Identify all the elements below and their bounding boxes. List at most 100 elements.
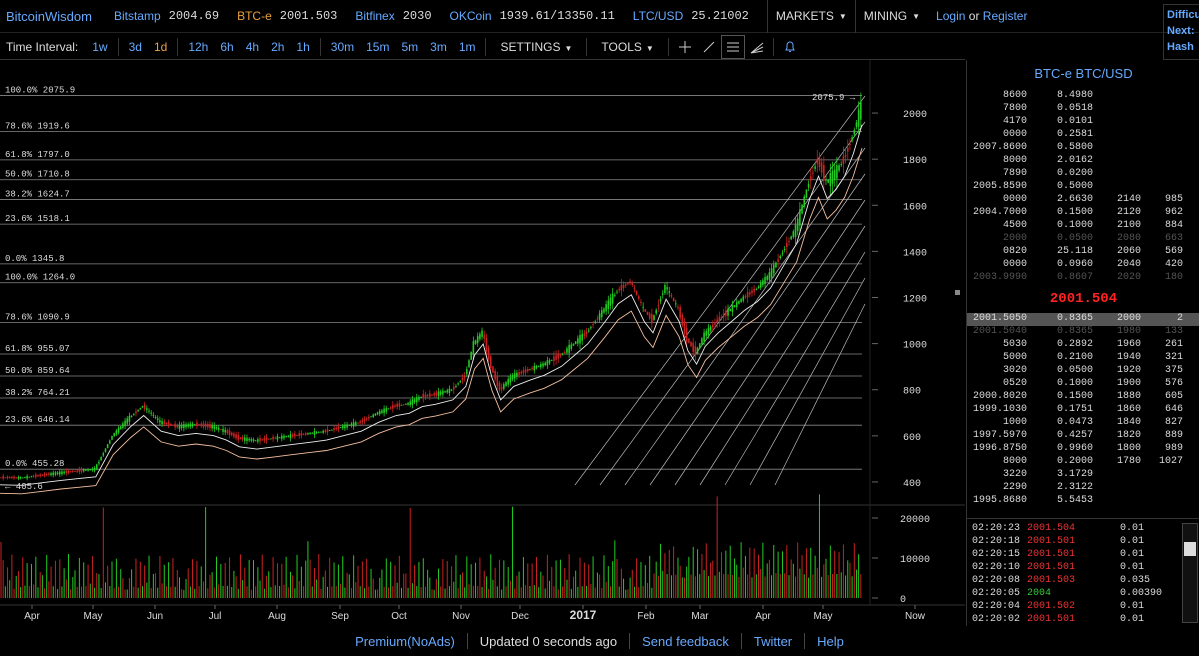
orderbook-row[interactable]: 4500 0.1000 2100 884: [967, 220, 1199, 233]
price-chart[interactable]: 100.0% 2075.9 78.6% 1919.6 61.8% 1797.0 50.…: [0, 60, 965, 626]
order-amount: 0.2892: [1057, 339, 1094, 350]
candle-body: [126, 418, 129, 424]
ticker-item[interactable]: BTC-e 2001.503: [237, 9, 337, 23]
candle-body: [505, 382, 507, 386]
interval-divider: [319, 37, 321, 56]
candle-body: [76, 470, 78, 472]
candle-body: [154, 417, 157, 419]
bell-icon[interactable]: [778, 35, 802, 59]
site-logo[interactable]: BitcoinWisdom: [6, 8, 92, 24]
candle-body: [640, 301, 642, 303]
orderbook-row[interactable]: 8000 2.0162: [967, 155, 1199, 168]
orderbook-row[interactable]: 0820 25.118 2060 569: [967, 246, 1199, 259]
candle-body: [93, 468, 96, 471]
interval-1d[interactable]: 1d: [153, 39, 168, 54]
premium-link[interactable]: Premium(NoAds): [355, 633, 455, 649]
interval-3d[interactable]: 3d: [128, 39, 142, 54]
ticker-price: 2004.69: [168, 9, 220, 23]
candle-body: [276, 436, 279, 440]
login-link[interactable]: Login: [936, 9, 966, 23]
ticker-item[interactable]: Bitfinex 2030: [355, 9, 431, 23]
line-draw-icon[interactable]: [697, 35, 721, 59]
candle-body: [132, 413, 135, 416]
register-link[interactable]: Register: [982, 9, 1028, 23]
orderbook-row[interactable]: 3220 3.1729: [967, 469, 1199, 482]
interval-5m[interactable]: 5m: [401, 39, 419, 54]
depth-amount: 889: [1164, 430, 1183, 441]
interval-1m[interactable]: 1m: [458, 39, 476, 54]
orderbook-row[interactable]: 1997.5970 0.4257 1820 889: [967, 430, 1199, 443]
interval-2h[interactable]: 2h: [271, 39, 285, 54]
orderbook-row[interactable]: 2001.5050 0.8365 2000 2: [967, 313, 1199, 326]
interval-15m[interactable]: 15m: [366, 39, 390, 54]
ticker-item[interactable]: Bitstamp 2004.69: [114, 9, 219, 23]
candle-body: [222, 428, 224, 432]
orderbook-row[interactable]: 2005.8590 0.5000: [967, 181, 1199, 194]
orderbook-row[interactable]: 0000 0.2581: [967, 129, 1199, 142]
candle-body: [450, 389, 453, 391]
horizontal-lines-icon[interactable]: [720, 34, 745, 59]
interval-divider: [117, 37, 119, 56]
difficulty-box[interactable]: Difficu Next: Hash: [1163, 4, 1199, 60]
feedback-link[interactable]: Send feedback: [642, 633, 729, 649]
interval-1h[interactable]: 1h: [296, 39, 310, 54]
settings-menu[interactable]: SETTINGS ▼: [490, 40, 582, 54]
scrollbar-thumb[interactable]: [1184, 542, 1196, 556]
orderbook-row[interactable]: 5000 0.2100 1940 321: [967, 352, 1199, 365]
depth-price: 1920: [1116, 365, 1141, 376]
candle-body: [365, 418, 368, 420]
fibonacci-fan-icon[interactable]: [745, 35, 769, 59]
orderbook-row[interactable]: 8000 0.2000 1780 1027: [967, 456, 1199, 469]
orderbook-row[interactable]: 4170 0.0101: [967, 116, 1199, 129]
orderbook-row[interactable]: 2290 2.3122: [967, 482, 1199, 495]
orderbook-row[interactable]: 2007.8600 0.5800: [967, 142, 1199, 155]
orderbook-row[interactable]: 1996.8750 0.9960 1800 989: [967, 443, 1199, 456]
orderbook-row[interactable]: 1999.1030 0.1751 1860 646: [967, 404, 1199, 417]
help-link[interactable]: Help: [817, 633, 844, 649]
candle-body: [174, 423, 176, 428]
orderbook-row[interactable]: 1000 0.0473 1840 827: [967, 417, 1199, 430]
candle-body: [733, 305, 736, 308]
tools-menu[interactable]: TOOLS ▼: [591, 40, 663, 54]
interval-1w[interactable]: 1w: [92, 39, 108, 54]
orderbook-row[interactable]: 7890 0.0200: [967, 168, 1199, 181]
ticker-item[interactable]: LTC/USD 25.21002: [633, 9, 749, 23]
orderbook-row[interactable]: 0000 2.6630 2140 985: [967, 194, 1199, 207]
interval-6h[interactable]: 6h: [220, 39, 234, 54]
interval-4h[interactable]: 4h: [245, 39, 260, 54]
ticker-item[interactable]: OKCoin 1939.61/13350.11: [450, 9, 615, 23]
candle-body: [407, 402, 409, 405]
depth-price: 2020: [1116, 272, 1141, 283]
trade-price: 2001.501: [1027, 562, 1076, 573]
chart-resize-handle[interactable]: [955, 290, 960, 295]
orderbook-row[interactable]: 1995.8680 5.5453: [967, 495, 1199, 508]
candle-body: [592, 324, 594, 326]
candle-body: [285, 436, 287, 438]
candle-body: [757, 286, 760, 288]
orderbook-row[interactable]: 2001.5040 0.8365 1980 133: [967, 326, 1199, 339]
orderbook-row[interactable]: 2000 0.0500 2080 663: [967, 233, 1199, 246]
candle-body: [744, 296, 747, 298]
orderbook-row[interactable]: 2000.8020 0.1500 1880 605: [967, 391, 1199, 404]
orderbook-row[interactable]: 3020 0.0500 1920 375: [967, 365, 1199, 378]
orderbook-row[interactable]: 0520 0.1000 1900 576: [967, 378, 1199, 391]
interval-12h[interactable]: 12h: [188, 39, 209, 54]
markets-menu[interactable]: MARKETS ▼: [766, 0, 855, 33]
trade-price: 2001.503: [1027, 575, 1076, 586]
chart-canvas[interactable]: 100.0% 2075.9 78.6% 1919.6 61.8% 1797.0 50.…: [0, 60, 965, 626]
orderbook-row[interactable]: 5030 0.2892 1960 261: [967, 339, 1199, 352]
candle-body: [143, 404, 146, 410]
orderbook-row[interactable]: 0000 0.0960 2040 420: [967, 259, 1199, 272]
orderbook-row[interactable]: 2003.9990 0.8607 2020 180: [967, 272, 1199, 285]
mining-menu[interactable]: MINING ▼: [854, 0, 928, 33]
interval-3m[interactable]: 3m: [430, 39, 447, 54]
orderbook-row[interactable]: 7800 0.0518: [967, 103, 1199, 116]
twitter-link[interactable]: Twitter: [753, 633, 793, 649]
crosshair-icon[interactable]: [673, 35, 697, 59]
trades-scrollbar[interactable]: [1182, 523, 1198, 623]
candle-body: [829, 173, 832, 187]
orderbook-row[interactable]: 2004.7000 0.1500 2120 962: [967, 207, 1199, 220]
candle-body: [109, 440, 111, 444]
orderbook-row[interactable]: 8600 8.4980: [967, 90, 1199, 103]
interval-30m[interactable]: 30m: [330, 39, 355, 54]
